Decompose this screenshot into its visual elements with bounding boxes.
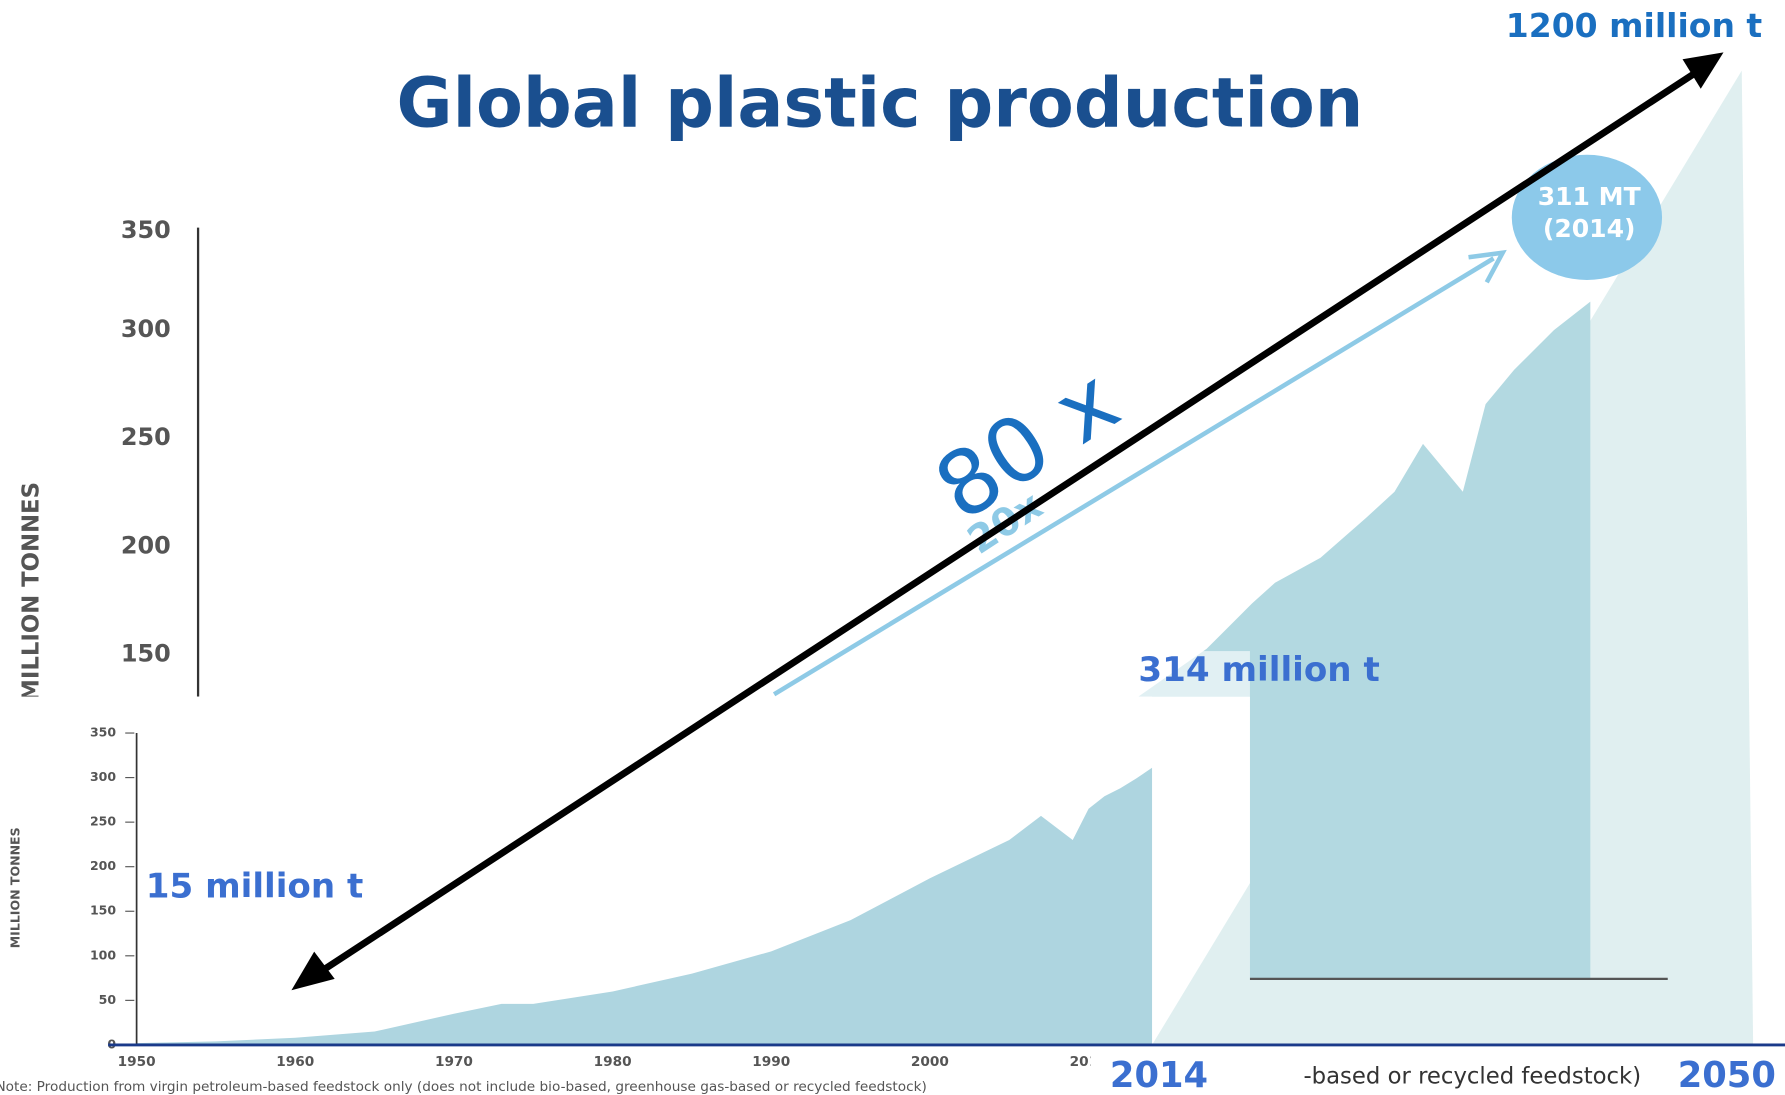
y-tick-label: 350 bbox=[90, 725, 116, 740]
y-tick-label: 200 bbox=[90, 858, 116, 873]
old-arrow bbox=[772, 256, 1495, 697]
value-label: 314 million t bbox=[1138, 650, 1379, 690]
bg-y-tick-label: 300 bbox=[121, 315, 171, 343]
year-label: 2014 bbox=[1110, 1055, 1208, 1095]
x-tick-label: 1960 bbox=[276, 1054, 314, 1070]
y-tick-label: 250 bbox=[90, 814, 116, 829]
bg-y-label: MILLION TONNES bbox=[18, 482, 44, 702]
old-arrow-head bbox=[1468, 249, 1507, 284]
area bbox=[136, 767, 1153, 1045]
y-tick-label: 50 bbox=[99, 992, 117, 1007]
bubble-text: 311 MT bbox=[1538, 182, 1641, 211]
y-tick-label: 100 bbox=[90, 947, 116, 962]
cover bbox=[1090, 1048, 1296, 1095]
y-label: MILLION TONNES bbox=[7, 827, 22, 948]
bubble bbox=[1511, 154, 1663, 281]
value-label: 15 million t bbox=[146, 866, 364, 906]
x-tick-label: 1970 bbox=[435, 1054, 473, 1070]
label-bg bbox=[1138, 651, 1250, 697]
arrow-head bbox=[1682, 52, 1724, 89]
note: Note: Production from virgin petroleum-b… bbox=[0, 1079, 927, 1095]
note-fragment: -based or recycled feedstock) bbox=[1303, 1063, 1641, 1089]
bg-area bbox=[1138, 301, 1591, 979]
value-label: 1200 million t bbox=[1506, 6, 1763, 45]
x-tick-label: 1980 bbox=[594, 1054, 632, 1070]
bg-y-tick-label: 350 bbox=[121, 216, 171, 244]
growth-arrow bbox=[307, 62, 1710, 982]
bg-y-tick-label: 150 bbox=[121, 639, 171, 667]
arrow-head bbox=[291, 951, 335, 991]
title: Global plastic production bbox=[397, 65, 1364, 144]
x-tick-label: 1950 bbox=[118, 1054, 156, 1070]
x-tick-label: 2000 bbox=[911, 1054, 949, 1070]
x-tick-label: 1990 bbox=[752, 1054, 790, 1070]
y-tick-label: 300 bbox=[90, 769, 116, 784]
y-tick-label: 150 bbox=[90, 903, 116, 918]
bg-y-tick-label: 250 bbox=[121, 423, 171, 451]
year-label: 2050 bbox=[1678, 1055, 1776, 1095]
bubble-text: (2014) bbox=[1543, 214, 1636, 243]
bg-y-tick-label: 200 bbox=[121, 531, 171, 559]
